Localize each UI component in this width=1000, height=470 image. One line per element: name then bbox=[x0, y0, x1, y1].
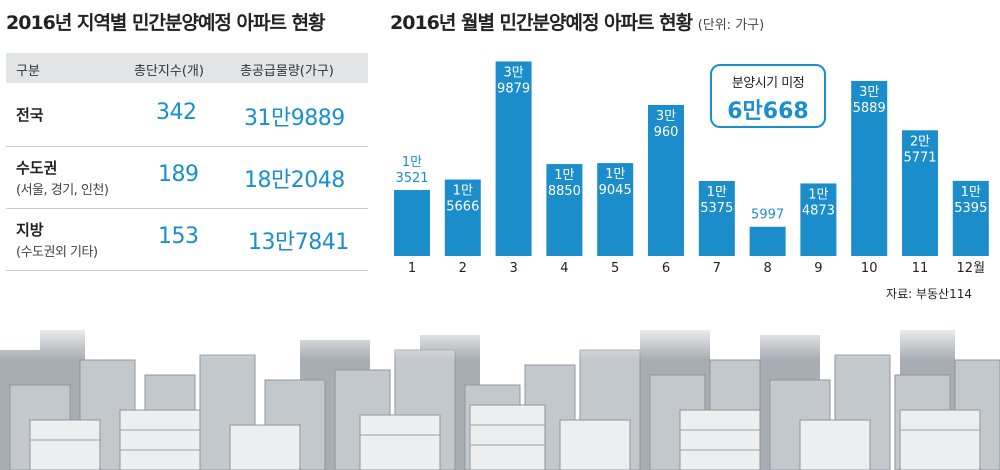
x-tick-label: 1 bbox=[408, 261, 416, 276]
bar-value-label: 5889 bbox=[853, 101, 886, 116]
x-tick-label: 6 bbox=[662, 261, 670, 276]
bar-month-9 bbox=[800, 183, 837, 256]
x-tick-label: 12월 bbox=[957, 261, 986, 276]
table-row-provinces: 지방 (수도권외 기타) 153 13만7841 bbox=[6, 210, 368, 270]
row-divider bbox=[6, 208, 368, 209]
bar-label-prefix: 1만 bbox=[961, 185, 981, 200]
row-complexes-value: 342 bbox=[156, 100, 197, 125]
bar-value-label: 5771 bbox=[903, 150, 936, 165]
row-divider bbox=[6, 270, 368, 271]
x-tick-label: 10 bbox=[861, 261, 878, 276]
row-units-value: 31만9889 bbox=[244, 106, 345, 131]
source-note: 자료: 부동산114 bbox=[886, 287, 972, 301]
x-tick-label: 11 bbox=[912, 261, 929, 276]
x-tick-label: 2 bbox=[459, 261, 467, 276]
row-divider bbox=[6, 146, 368, 147]
header-category: 구분 bbox=[16, 64, 40, 79]
header-complexes: 총단지수(개) bbox=[134, 64, 204, 79]
bar-value-label: 9879 bbox=[497, 81, 530, 96]
bar-value-label: 3521 bbox=[395, 171, 428, 186]
x-tick-label: 4 bbox=[560, 261, 568, 276]
bar-label-prefix: 3만 bbox=[656, 109, 676, 124]
row-sublabel: (수도권외 기타) bbox=[16, 245, 98, 260]
bar-value-label: 9045 bbox=[599, 183, 632, 198]
bar-value-label: 960 bbox=[654, 125, 679, 140]
bar-label-prefix: 3만 bbox=[859, 85, 879, 100]
bar-label-prefix: 3만 bbox=[503, 65, 523, 80]
bar-label-prefix: 1만 bbox=[808, 187, 828, 202]
chart-unit: (단위: 가구) bbox=[697, 18, 765, 33]
bar-label-prefix: 1만 bbox=[402, 155, 422, 170]
bar-value-label: 8850 bbox=[548, 184, 581, 199]
x-tick-label: 8 bbox=[763, 261, 771, 276]
bar-label-prefix: 2만 bbox=[910, 134, 930, 149]
bar-label-prefix: 1만 bbox=[554, 168, 574, 183]
bar-month-12 bbox=[952, 180, 989, 256]
bar-month-10 bbox=[851, 80, 888, 257]
x-tick-label: 5 bbox=[611, 261, 619, 276]
bar-value-label: 5375 bbox=[700, 201, 733, 216]
bar-value-label: 4873 bbox=[802, 203, 835, 218]
row-complexes-value: 189 bbox=[158, 162, 199, 187]
table-header: 구분 총단지수(개) 총공급물량(가구) bbox=[6, 53, 368, 83]
row-label: 전국 bbox=[16, 106, 44, 124]
bar-value-label: 5666 bbox=[446, 200, 479, 215]
undetermined-schedule-callout: 분양시기 미정 6만668 bbox=[710, 64, 826, 128]
bar-month-11 bbox=[902, 130, 938, 256]
bar-label-prefix: 1만 bbox=[453, 184, 473, 199]
row-label: 지방 bbox=[16, 221, 44, 239]
bar-month-4 bbox=[546, 164, 583, 256]
bar-month-6 bbox=[648, 104, 684, 256]
bar-month-8 bbox=[749, 226, 786, 256]
row-units-value: 13만7841 bbox=[248, 230, 349, 255]
bar-month-5 bbox=[597, 163, 634, 256]
row-complexes-value: 153 bbox=[158, 224, 199, 249]
regional-table-title: 2016년 지역별 민간분양예정 아파트 현황 bbox=[6, 12, 326, 34]
x-tick-label: 7 bbox=[713, 261, 721, 276]
bar-value-label: 5395 bbox=[954, 201, 987, 216]
bar-label-prefix: 1만 bbox=[707, 185, 727, 200]
bar-month-1 bbox=[394, 190, 430, 256]
bar-month-2 bbox=[444, 179, 481, 256]
header-units: 총공급물량(가구) bbox=[240, 64, 334, 79]
table-row-national: 전국 342 31만9889 bbox=[6, 86, 368, 146]
callout-value: 6만668 bbox=[727, 99, 809, 124]
table-row-capital-area: 수도권 (서울, 경기, 인천) 189 18만2048 bbox=[6, 148, 368, 208]
row-sublabel: (서울, 경기, 인천) bbox=[16, 183, 109, 198]
chart-title-text: 2016년 월별 민간분양예정 아파트 현황 bbox=[390, 12, 693, 34]
bar-value-label: 5997 bbox=[751, 208, 784, 223]
callout-label: 분양시기 미정 bbox=[731, 76, 805, 91]
x-tick-label: 3 bbox=[509, 261, 517, 276]
bar-month-3 bbox=[495, 61, 532, 256]
row-label: 수도권 bbox=[16, 159, 58, 177]
x-tick-label: 9 bbox=[814, 261, 822, 276]
row-units-value: 18만2048 bbox=[244, 168, 345, 193]
bar-label-prefix: 1만 bbox=[605, 167, 625, 182]
bar-month-7 bbox=[698, 181, 735, 256]
monthly-chart-title: 2016년 월별 민간분양예정 아파트 현황 (단위: 가구) bbox=[390, 8, 764, 35]
